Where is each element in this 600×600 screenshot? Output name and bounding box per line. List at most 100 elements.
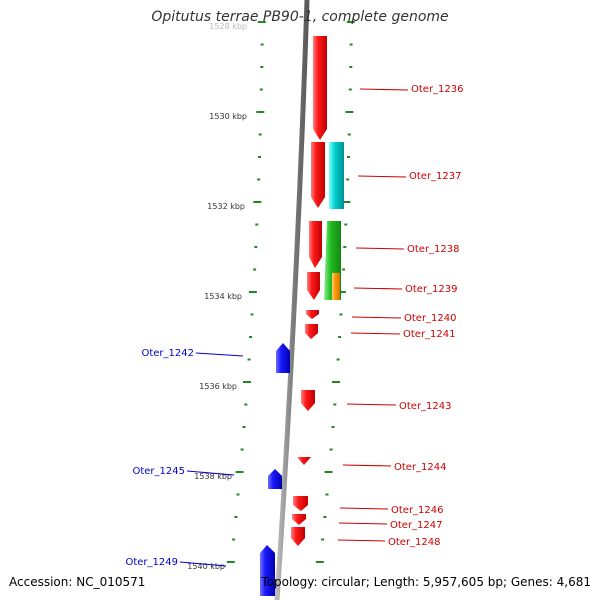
label-oter-1241[interactable]: Oter_1241 [403, 329, 456, 340]
outer-track-dot [343, 246, 347, 248]
outer-track-dot [349, 43, 353, 46]
genome-title: Opitutus terrae PB90-1, complete genome [151, 9, 449, 25]
ruler-tick-minor [253, 268, 257, 271]
label-oter-1243[interactable]: Oter_1243 [399, 401, 452, 412]
label-oter-1236[interactable]: Oter_1236 [411, 84, 464, 95]
outer-track-dot [315, 561, 324, 563]
gene-oter-1244[interactable] [297, 457, 311, 465]
label-oter-1238[interactable]: Oter_1238 [407, 244, 460, 255]
ruler-tick-major [243, 381, 251, 383]
gene-oter-1237[interactable] [311, 142, 325, 208]
ruler-tick-major [248, 291, 257, 293]
outer-track-dot [345, 111, 354, 113]
feature-orange-block[interactable] [332, 273, 340, 300]
gene-oter-1242[interactable] [276, 343, 290, 373]
gene-oter-1248[interactable] [291, 527, 305, 546]
label-oter-1249[interactable]: Oter_1249 [125, 557, 178, 568]
ruler-ticks [226, 21, 266, 563]
outer-track-dot [331, 426, 335, 428]
ruler-tick-major [235, 471, 244, 473]
label-oter-1239[interactable]: Oter_1239 [405, 284, 458, 295]
ruler-tick-major [253, 201, 262, 203]
gene-oter-1236[interactable] [313, 36, 327, 140]
ruler-tick-minor [244, 403, 248, 406]
gene-oter-1245[interactable] [268, 469, 282, 489]
outer-track-dot [338, 336, 342, 338]
ruler-label-1540: 1540 kbp [187, 562, 225, 571]
outer-track-dot [339, 313, 343, 316]
ruler-tick-minor [260, 66, 264, 68]
gene-oter-1241[interactable] [305, 324, 318, 339]
ruler-tick-minor [257, 178, 261, 181]
ruler-tick-minor [258, 156, 261, 158]
genome-backbone [274, 0, 310, 600]
outer-track-dot [347, 156, 350, 158]
label-oter-1247[interactable]: Oter_1247 [390, 520, 443, 531]
outer-track-dot [321, 538, 325, 541]
ruler-tick-major [226, 561, 235, 563]
outer-track-dot [336, 358, 340, 361]
ruler-tick-minor [236, 493, 240, 496]
outer-track-dot [332, 381, 340, 383]
ruler-tick-minor [259, 88, 263, 91]
outer-track-dots [315, 21, 355, 563]
feature-cyan-block[interactable] [329, 142, 344, 209]
gene-oter-1240[interactable] [306, 310, 319, 319]
ruler-tick-minor [260, 43, 264, 46]
ruler-tick-minor [234, 516, 238, 518]
label-oter-1240[interactable]: Oter_1240 [404, 313, 457, 324]
outer-track-dot [323, 516, 327, 518]
ruler-tick-minor [240, 448, 244, 451]
ruler-label-1530: 1530 kbp [209, 112, 247, 121]
forward-genes [291, 36, 327, 546]
outer-track-dot [349, 66, 353, 68]
outer-track-dot [342, 201, 351, 203]
label-oter-1245[interactable]: Oter_1245 [132, 466, 185, 477]
label-oter-1246[interactable]: Oter_1246 [391, 505, 444, 516]
ruler-labels: 1528 kbp 1530 kbp 1532 kbp 1534 kbp 1536… [187, 22, 247, 571]
outer-track-dot [329, 448, 333, 451]
genome-summary: Topology: circular; Length: 5,957,605 bp… [261, 575, 591, 589]
ruler-tick-minor [242, 426, 246, 428]
outer-track-dot [333, 403, 337, 406]
outer-track-dot [325, 493, 329, 496]
gene-oter-1246[interactable] [293, 496, 308, 511]
label-oter-1237[interactable]: Oter_1237 [409, 171, 462, 182]
ruler-tick-minor [247, 358, 251, 361]
ruler-tick-minor [249, 336, 253, 338]
gene-oter-1239[interactable] [307, 272, 320, 300]
gene-oter-1238[interactable] [309, 221, 322, 268]
ruler-tick-minor [250, 313, 254, 316]
gene-oter-1247[interactable] [292, 514, 306, 525]
ruler-label-1538: 1538 kbp [194, 472, 232, 481]
gene-oter-1243[interactable] [301, 390, 315, 411]
gene-oter-1249[interactable] [260, 545, 275, 596]
ruler-tick-minor [255, 223, 259, 226]
outer-track-dot [346, 178, 350, 181]
ruler-tick-minor [258, 133, 262, 136]
label-oter-1242[interactable]: Oter_1242 [141, 348, 194, 359]
outer-track-dot [324, 471, 333, 473]
outer-track-dot [344, 223, 348, 226]
ruler-tick-minor [232, 538, 236, 541]
ruler-label-1534: 1534 kbp [204, 292, 242, 301]
forward-gene-labels: Oter_1236 Oter_1237 Oter_1238 Oter_1239 … [337, 84, 464, 548]
ruler-tick-major [256, 111, 265, 113]
outer-track-dot [346, 21, 355, 23]
outer-track-dot [348, 88, 352, 91]
ruler-label-1532: 1532 kbp [207, 202, 245, 211]
ruler-tick-major [257, 21, 266, 23]
outer-track-dot [337, 291, 346, 293]
accession-info: Accession: NC_010571 [9, 575, 146, 589]
outer-track-dot [347, 133, 351, 136]
reverse-gene-labels: Oter_1242 Oter_1245 Oter_1249 [125, 348, 244, 568]
ruler-label-1528: 1528 kbp [209, 22, 247, 31]
reverse-genes [260, 343, 290, 596]
feature-track [324, 142, 344, 300]
ruler-label-1536: 1536 kbp [199, 382, 237, 391]
label-oter-1244[interactable]: Oter_1244 [394, 462, 447, 473]
label-oter-1248[interactable]: Oter_1248 [388, 537, 441, 548]
ruler-tick-minor [254, 246, 258, 248]
outer-track-dot [342, 268, 346, 271]
